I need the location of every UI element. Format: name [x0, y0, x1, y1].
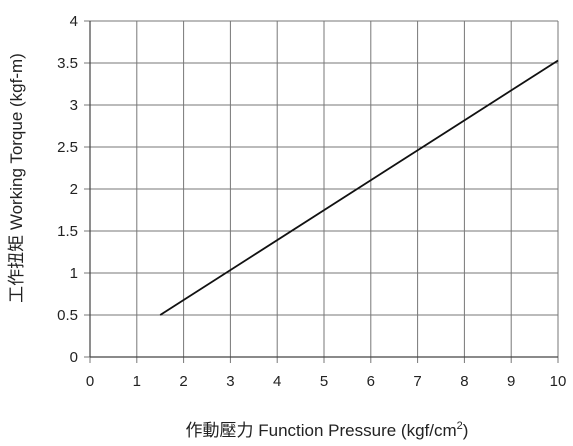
y-tick-label: 1.5 — [57, 223, 78, 240]
y-tick-label: 0.5 — [57, 307, 78, 324]
x-tick-label: 5 — [320, 373, 328, 390]
x-axis-label: 作動壓力 Function Pressure (kgf/cm2) — [186, 420, 469, 440]
y-tick-label: 2.5 — [57, 139, 78, 156]
y-tick-label: 2 — [70, 181, 78, 198]
x-tick-label: 9 — [507, 373, 515, 390]
x-axis-label-superscript: 2 — [457, 420, 463, 432]
y-axis-label: 工作扭矩 Working Torque (kgf-m) — [7, 53, 26, 303]
grid — [90, 20, 559, 357]
x-tick-labels: 0 1 2 3 4 5 6 7 8 9 10 — [86, 373, 567, 390]
x-tick-label: 0 — [86, 373, 94, 390]
y-tick-label: 3 — [70, 97, 78, 114]
y-tick-label: 0 — [70, 349, 78, 366]
x-tick-label: 4 — [273, 373, 281, 390]
x-tick-label: 2 — [179, 373, 187, 390]
x-tick-label: 3 — [226, 373, 234, 390]
y-tick-label: 3.5 — [57, 55, 78, 72]
x-axis-label-suffix: ) — [463, 421, 469, 440]
x-tick-label: 1 — [133, 373, 141, 390]
y-tick-label: 4 — [70, 13, 78, 30]
series-line — [159, 59, 559, 316]
y-tick-labels: 0 0.5 1 1.5 2 2.5 3 3.5 4 — [57, 13, 78, 366]
x-tick-label: 10 — [550, 373, 567, 390]
axes — [84, 20, 559, 363]
x-tick-label: 6 — [367, 373, 375, 390]
x-tick-label: 7 — [413, 373, 421, 390]
x-tick-label: 8 — [460, 373, 468, 390]
y-tick-label: 1 — [70, 265, 78, 282]
series — [159, 59, 559, 316]
x-axis-label-main: 作動壓力 Function Pressure (kgf/cm — [186, 421, 457, 440]
